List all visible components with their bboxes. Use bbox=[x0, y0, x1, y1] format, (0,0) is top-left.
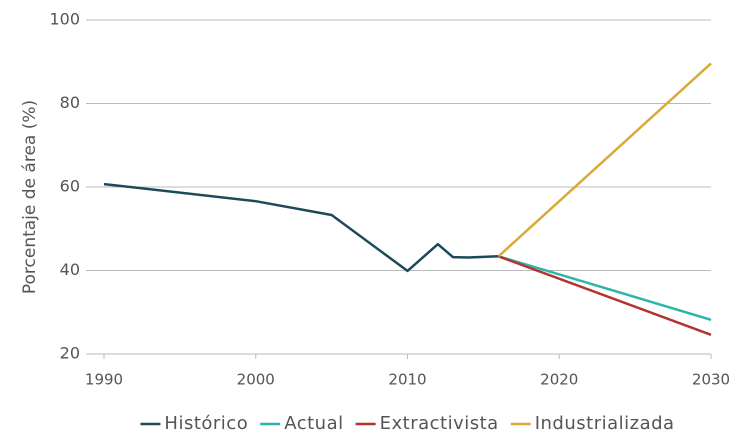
x-tick-label: 2020 bbox=[540, 371, 578, 389]
y-tick-label: 60 bbox=[60, 177, 80, 196]
y-tick-label: 20 bbox=[60, 344, 80, 363]
line bbox=[497, 62, 712, 258]
y-tick-label: 100 bbox=[49, 10, 80, 29]
line bbox=[498, 255, 712, 336]
x-tick-label: 2010 bbox=[388, 371, 426, 389]
legend-label: Extractivista bbox=[380, 413, 499, 434]
y-tick-label: 40 bbox=[60, 260, 80, 279]
x-tick-label: 2030 bbox=[692, 371, 730, 389]
x-tick-label: 1990 bbox=[85, 371, 123, 389]
y-tick-label: 80 bbox=[60, 93, 80, 112]
x-tick-label: 2000 bbox=[237, 371, 275, 389]
legend-label: Industrializada bbox=[535, 413, 675, 434]
legend-label: Actual bbox=[284, 413, 343, 434]
legend-label: Histórico bbox=[164, 413, 248, 434]
line bbox=[103, 182, 499, 273]
line bbox=[498, 255, 712, 321]
y-axis-label: Porcentaje de área (%) bbox=[20, 100, 40, 294]
